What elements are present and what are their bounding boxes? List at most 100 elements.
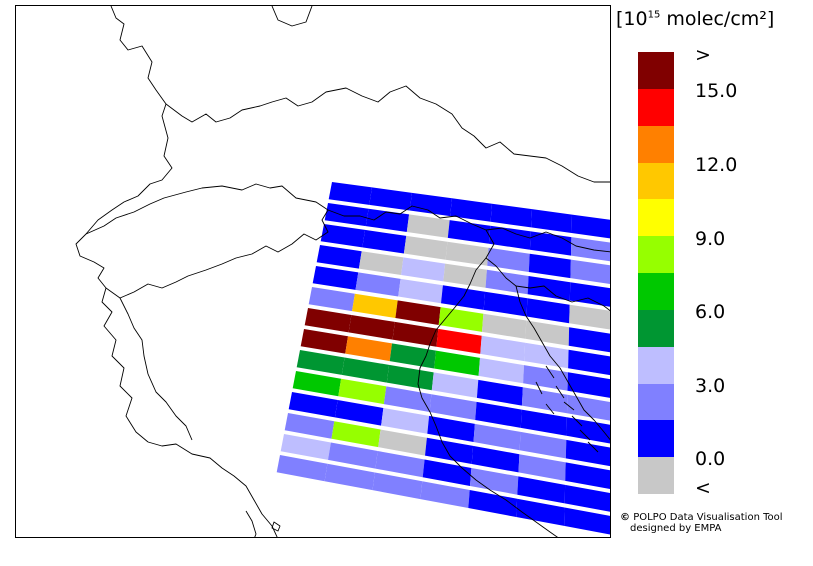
swath-pixel	[569, 304, 610, 330]
swath-pixel	[565, 462, 610, 489]
swath-pixel	[431, 372, 479, 398]
legend-tick-over: >	[695, 44, 711, 66]
country-borders	[75, 6, 610, 537]
swath-pixel	[389, 343, 436, 369]
swath-pixel	[470, 468, 519, 495]
legend-swatch	[638, 199, 674, 237]
swath-pixel	[483, 291, 528, 317]
swath-pixel	[566, 417, 610, 444]
swath-pixel	[381, 408, 430, 434]
swath-pixel	[383, 386, 432, 412]
swath-pixel	[348, 315, 395, 340]
swath-pixel	[517, 476, 566, 504]
legend-swatch	[638, 236, 674, 274]
swath-pixel	[395, 300, 441, 325]
swath-pixel	[567, 372, 610, 398]
legend-swatch	[638, 162, 674, 200]
swath-pixel	[434, 350, 480, 376]
germany-austria-border	[165, 85, 610, 183]
swath-pixel	[427, 415, 475, 442]
adriatic-coast-croatia	[515, 285, 610, 441]
swath-pixel	[568, 327, 610, 353]
swath-pixel	[331, 421, 381, 448]
swath-pixel	[422, 459, 472, 486]
swath-pixel	[564, 484, 610, 512]
swath-pixel	[406, 214, 450, 238]
legend-tick-15: 15.0	[695, 80, 738, 102]
swath-pixel	[564, 507, 610, 535]
swath-pixel	[529, 231, 572, 256]
swath-pixel	[358, 251, 404, 275]
swath-pixel	[338, 378, 387, 405]
swath-pixel	[567, 394, 610, 421]
france-border	[75, 6, 173, 443]
swath-pixel	[570, 259, 610, 285]
swath-pixel	[296, 350, 345, 375]
swath-pixel	[519, 431, 567, 459]
swath-pixel	[528, 253, 571, 279]
legend-swatch	[638, 88, 674, 127]
swath-pixel	[372, 472, 423, 500]
swath-pixel	[292, 371, 342, 397]
elba	[271, 521, 281, 532]
swath-pixel	[341, 357, 390, 383]
swath-pixel	[478, 357, 524, 384]
swath-pixel	[324, 463, 375, 491]
legend-swatch	[638, 52, 674, 90]
adriatic-coast-italy	[417, 257, 558, 537]
swath-pixel	[569, 282, 610, 307]
swath-pixel	[425, 437, 474, 464]
swath-pixel	[378, 429, 427, 456]
swath-pixel	[482, 313, 527, 339]
swath-pixel	[320, 224, 366, 248]
swath-pixel	[571, 214, 610, 239]
swath-pixel	[480, 335, 526, 362]
swath-pixel	[355, 272, 401, 297]
swath-pixel	[375, 451, 425, 478]
swath-pixel	[429, 394, 477, 420]
croatia-islands	[535, 365, 599, 453]
swath-pixel	[352, 293, 398, 318]
swath-pixel	[488, 225, 531, 250]
swath-pixel	[520, 409, 567, 436]
legend-swatch	[638, 309, 674, 348]
legend-tick-3: 3.0	[695, 375, 726, 397]
swath-pixel	[447, 220, 491, 244]
legend-swatch	[638, 346, 674, 384]
swath-pixel	[334, 400, 384, 426]
legend-tick-9: 9.0	[695, 228, 726, 250]
swath-pixel	[362, 229, 407, 254]
swath-pixel	[436, 328, 482, 354]
swath-pixel	[516, 498, 565, 526]
swath-pixel	[324, 203, 369, 227]
germany-north	[271, 6, 313, 27]
swath-pixel	[392, 321, 439, 347]
legend-tick-under: <	[695, 477, 711, 499]
swath-pixel	[518, 454, 566, 481]
swath-pixel	[312, 266, 359, 290]
swath-pixel	[386, 364, 434, 391]
legend-tick-0: 0.0	[695, 448, 726, 470]
swath-pixel	[487, 247, 530, 272]
swath-pixel	[308, 287, 355, 312]
swath-pixel	[280, 434, 331, 460]
swath-pixel	[523, 365, 568, 391]
swath-pixel	[476, 379, 523, 406]
swath-pixel	[450, 198, 492, 222]
swath-pixel	[328, 182, 372, 205]
swath-pixel	[485, 269, 529, 295]
swath-pixel	[365, 208, 410, 232]
map-area	[15, 5, 611, 538]
austria-italy-border	[327, 205, 610, 253]
italy-west-coast	[147, 441, 278, 537]
swath-pixel	[345, 336, 392, 362]
swath-pixel	[316, 245, 362, 269]
swath-pixel	[521, 387, 568, 414]
swath-pixel	[401, 257, 446, 282]
map-canvas	[75, 6, 610, 537]
swath-pixel	[526, 298, 570, 324]
legend-swatch	[638, 383, 674, 421]
swath-pixel	[276, 455, 328, 482]
swath-pixel	[475, 401, 522, 428]
swath-pixel	[531, 209, 572, 233]
